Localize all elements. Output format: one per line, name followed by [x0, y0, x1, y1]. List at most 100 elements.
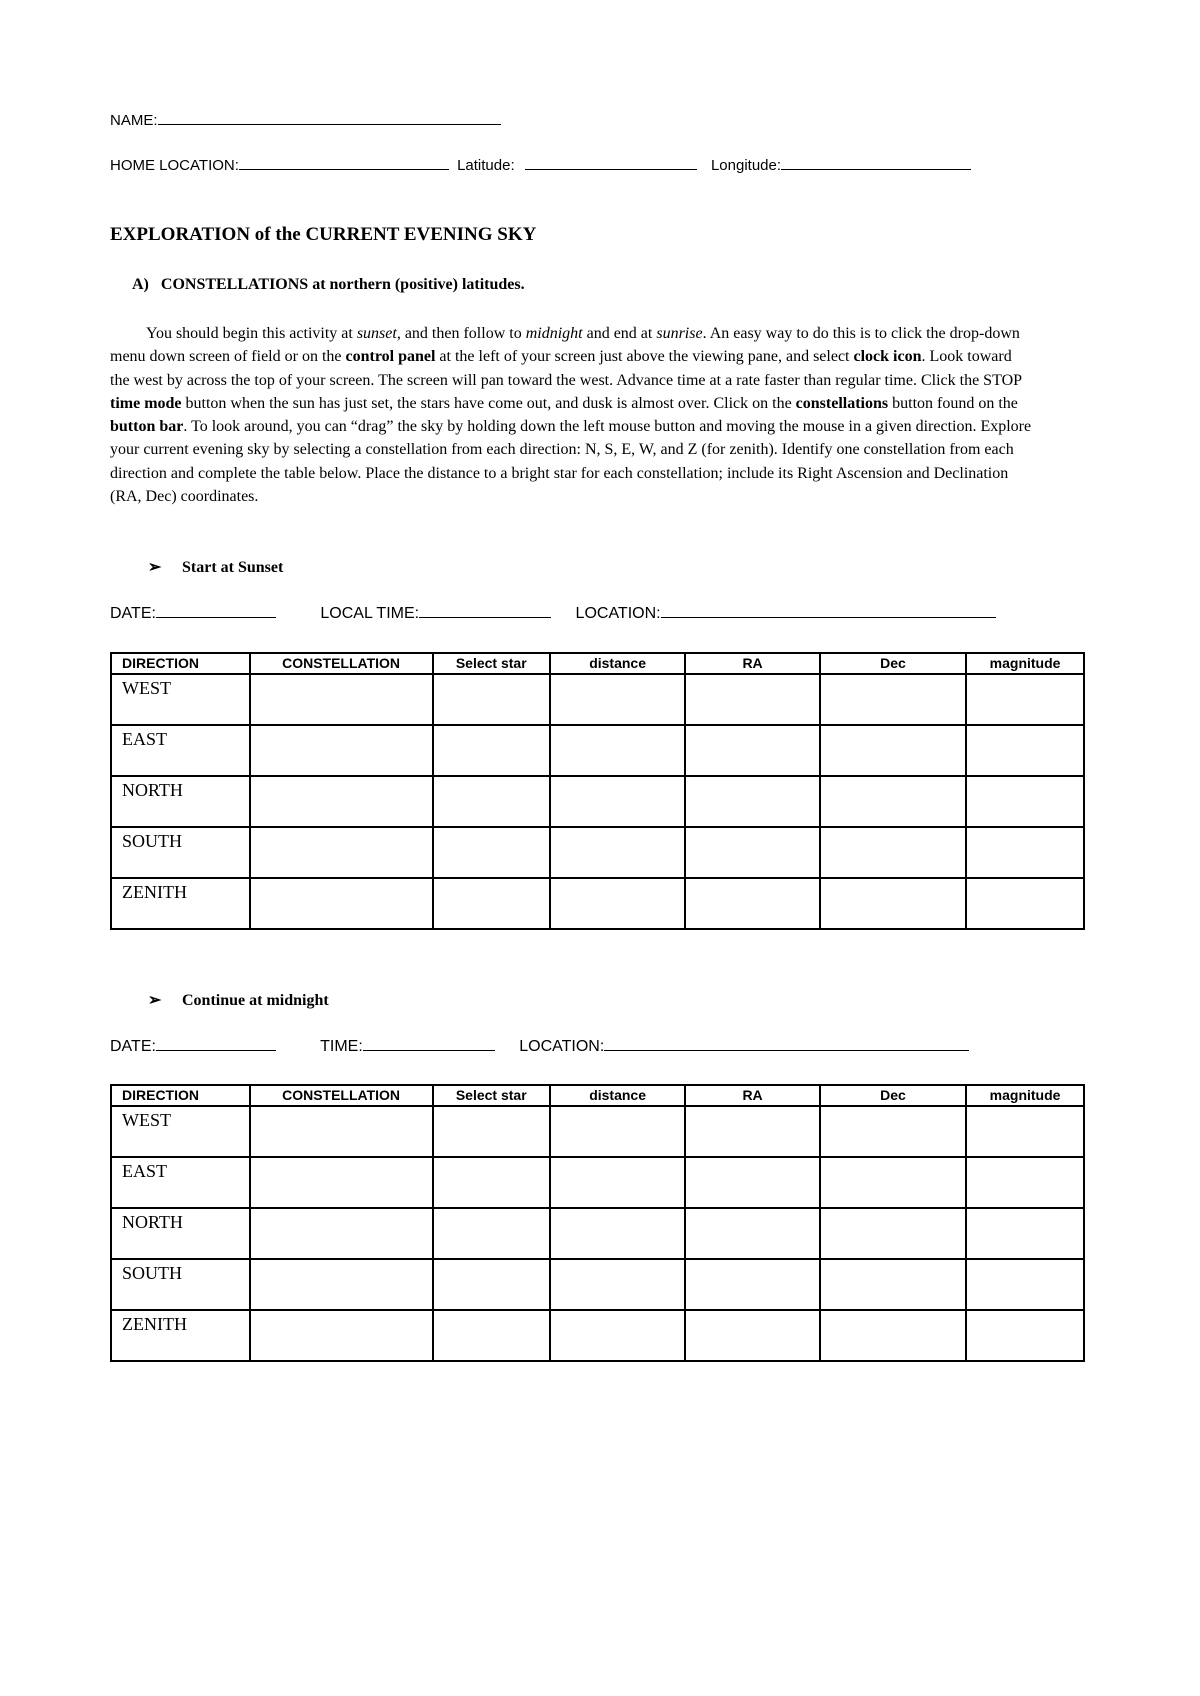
entry-cell[interactable] [548, 1207, 687, 1260]
entry-cell[interactable] [965, 1309, 1085, 1362]
entry-cell[interactable] [965, 1156, 1085, 1209]
entry-cell[interactable] [684, 877, 821, 930]
entry-cell[interactable] [548, 1105, 687, 1158]
entry-cell[interactable] [248, 724, 434, 777]
direction-cell: EAST [110, 724, 251, 777]
entry-cell[interactable] [965, 724, 1085, 777]
entry-cell[interactable] [965, 1207, 1085, 1260]
arrowhead-bullet-icon: ➢ [148, 992, 162, 1009]
entry-cell[interactable] [965, 1105, 1085, 1158]
entry-cell[interactable] [684, 1207, 821, 1260]
entry-cell[interactable] [818, 1309, 968, 1362]
direction-cell: NORTH [110, 775, 251, 828]
entry-cell[interactable] [431, 1309, 551, 1362]
entry-cell[interactable] [818, 877, 968, 930]
bullet-text: Start at Sunset [182, 559, 284, 576]
page-title: EXPLORATION of the CURRENT EVENING SKY [110, 224, 537, 245]
entry-cell[interactable] [818, 826, 968, 879]
date-label: DATE: [110, 605, 156, 622]
entry-cell[interactable] [965, 877, 1085, 930]
entry-cell[interactable] [431, 1207, 551, 1260]
time-input-line[interactable] [362, 1036, 495, 1051]
location-input-line[interactable] [604, 1036, 970, 1051]
entry-cell[interactable] [684, 826, 821, 879]
direction-cell: SOUTH [110, 1258, 251, 1311]
entry-cell[interactable] [248, 1258, 434, 1311]
entry-cell[interactable] [431, 673, 551, 726]
midnight-info-row: DATE: TIME: LOCATION: [110, 1036, 979, 1056]
entry-cell[interactable] [684, 1156, 821, 1209]
entry-cell[interactable] [684, 775, 821, 828]
entry-cell[interactable] [431, 1156, 551, 1209]
entry-cell[interactable] [818, 673, 968, 726]
table-row: SOUTH [110, 1258, 1085, 1311]
entry-cell[interactable] [684, 1309, 821, 1362]
column-header: distance [548, 652, 687, 675]
entry-cell[interactable] [965, 826, 1085, 879]
entry-cell[interactable] [548, 826, 687, 879]
table-row: EAST [110, 1156, 1085, 1209]
entry-cell[interactable] [818, 1156, 968, 1209]
longitude-input-line[interactable] [781, 155, 972, 170]
direction-cell: ZENITH [110, 877, 251, 930]
entry-cell[interactable] [818, 724, 968, 777]
entry-cell[interactable] [548, 877, 687, 930]
table-row: EAST [110, 724, 1085, 777]
entry-cell[interactable] [684, 673, 821, 726]
entry-cell[interactable] [684, 724, 821, 777]
date-label: DATE: [110, 1038, 156, 1055]
column-header: distance [548, 1084, 687, 1107]
latitude-input-line[interactable] [524, 155, 697, 170]
column-header: DIRECTION [110, 652, 251, 675]
entry-cell[interactable] [965, 775, 1085, 828]
table-row: ZENITH [110, 877, 1085, 930]
entry-cell[interactable] [818, 1207, 968, 1260]
location-input-line[interactable] [660, 603, 996, 618]
entry-cell[interactable] [248, 826, 434, 879]
sunset-table: DIRECTION CONSTELLATION Select star distanc… [110, 652, 1085, 930]
entry-cell[interactable] [684, 1105, 821, 1158]
entry-cell[interactable] [431, 724, 551, 777]
entry-cell[interactable] [248, 1207, 434, 1260]
table-row: NORTH [110, 1207, 1085, 1260]
entry-cell[interactable] [431, 826, 551, 879]
arrowhead-bullet-icon: ➢ [148, 559, 162, 576]
entry-cell[interactable] [431, 775, 551, 828]
entry-cell[interactable] [548, 724, 687, 777]
entry-cell[interactable] [818, 775, 968, 828]
entry-cell[interactable] [248, 775, 434, 828]
entry-cell[interactable] [965, 1258, 1085, 1311]
home-location-row: HOME LOCATION: Latitude: Longitude: [110, 155, 981, 174]
entry-cell[interactable] [548, 1156, 687, 1209]
time-input-line[interactable] [419, 603, 552, 618]
date-input-line[interactable] [155, 1036, 276, 1051]
entry-cell[interactable] [548, 673, 687, 726]
entry-cell[interactable] [818, 1105, 968, 1158]
date-input-line[interactable] [155, 603, 276, 618]
entry-cell[interactable] [248, 1105, 434, 1158]
entry-cell[interactable] [248, 1156, 434, 1209]
column-header: Select star [431, 652, 551, 675]
instructions-paragraph: You should begin this activity at sunset… [110, 325, 1032, 506]
bullet-start-sunset: ➢ Start at Sunset [148, 557, 283, 577]
entry-cell[interactable] [684, 1258, 821, 1311]
sunset-info-row: DATE: LOCAL TIME: LOCATION: [110, 603, 1006, 623]
entry-cell[interactable] [548, 1258, 687, 1311]
entry-cell[interactable] [248, 877, 434, 930]
table-row: NORTH [110, 775, 1085, 828]
entry-cell[interactable] [248, 1309, 434, 1362]
home-location-input-line[interactable] [238, 155, 449, 170]
direction-cell: NORTH [110, 1207, 251, 1260]
entry-cell[interactable] [431, 1105, 551, 1158]
name-input-line[interactable] [157, 110, 501, 125]
entry-cell[interactable] [431, 1258, 551, 1311]
entry-cell[interactable] [431, 877, 551, 930]
entry-cell[interactable] [818, 1258, 968, 1311]
entry-cell[interactable] [548, 775, 687, 828]
bullet-text: Continue at midnight [182, 992, 329, 1009]
section-heading: A) CONSTELLATIONS at northern (positive)… [132, 276, 525, 293]
home-location-label: HOME LOCATION: [110, 157, 239, 174]
entry-cell[interactable] [548, 1309, 687, 1362]
entry-cell[interactable] [248, 673, 434, 726]
entry-cell[interactable] [965, 673, 1085, 726]
